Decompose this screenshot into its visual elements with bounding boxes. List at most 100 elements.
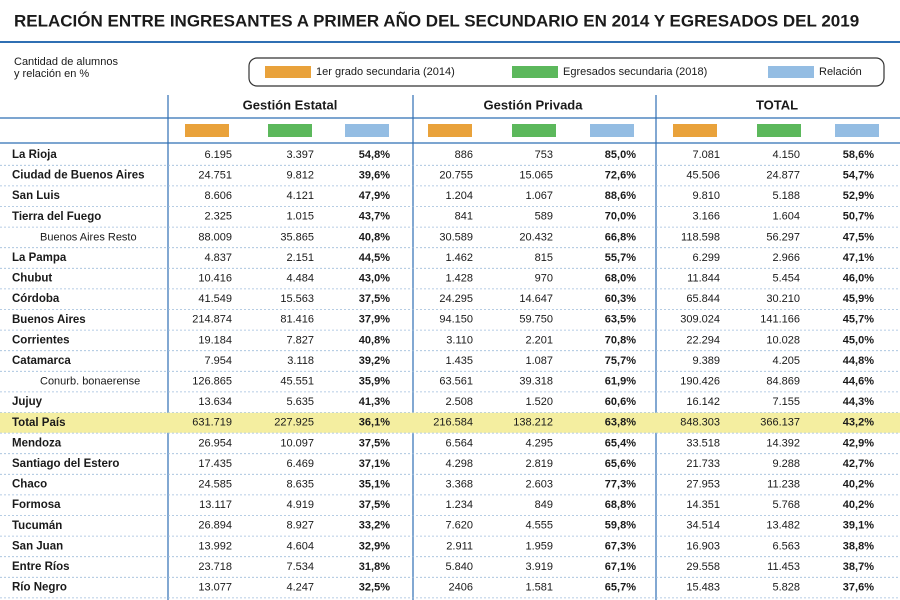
cell: 50,7% (843, 211, 874, 223)
cell: 37,5% (359, 499, 390, 511)
column-swatch (345, 124, 389, 137)
cell: 5.828 (772, 582, 800, 594)
legend-label: Egresados secundaria (2018) (563, 66, 707, 78)
cell: 7.620 (445, 520, 473, 532)
cell: 6.299 (692, 252, 720, 264)
cell: 81.416 (280, 314, 314, 326)
cell: 589 (535, 211, 553, 223)
cell: 15.483 (686, 582, 720, 594)
cell: 7.155 (772, 396, 800, 408)
cell: 1.087 (525, 355, 553, 367)
row-label: Catamarca (12, 355, 71, 367)
legend-swatch (768, 66, 814, 78)
cell: 13.992 (198, 540, 232, 552)
cell: 8.606 (204, 190, 232, 202)
cell: 37,6% (843, 582, 874, 594)
cell: 13.482 (766, 520, 800, 532)
cell: 37,9% (359, 314, 390, 326)
cell: 753 (535, 149, 553, 161)
cell: 849 (535, 499, 553, 511)
cell: 4.150 (772, 149, 800, 161)
cell: 63.561 (439, 376, 473, 388)
cell: 40,8% (359, 231, 390, 243)
cell: 27.953 (686, 479, 720, 491)
row-label: Chaco (12, 479, 47, 491)
cell: 7.827 (286, 334, 314, 346)
row-label: Río Negro (12, 582, 67, 594)
cell: 26.954 (198, 437, 232, 449)
cell: 3.919 (525, 561, 553, 573)
cell: 24.877 (766, 170, 800, 182)
cell: 39,6% (359, 170, 390, 182)
cell: 65,7% (605, 582, 636, 594)
cell: 309.024 (680, 314, 720, 326)
cell: 886 (455, 149, 473, 161)
cell: 10.097 (280, 437, 314, 449)
cell: 85,0% (605, 149, 636, 161)
cell: 227.925 (274, 417, 314, 429)
cell: 4.484 (286, 273, 314, 285)
legend-label: Relación (819, 66, 862, 78)
cell: 33,2% (359, 520, 390, 532)
cell: 9.810 (692, 190, 720, 202)
cell: 2.151 (286, 252, 314, 264)
cell: 2.911 (446, 540, 473, 552)
cell: 42,7% (843, 458, 874, 470)
cell: 1.435 (445, 355, 473, 367)
cell: 43,0% (359, 273, 390, 285)
cell: 88,6% (605, 190, 636, 202)
cell: 2.966 (772, 252, 800, 264)
cell: 63,5% (605, 314, 636, 326)
column-swatch (185, 124, 229, 137)
subtitle: y relación en % (14, 68, 89, 80)
cell: 46,0% (843, 273, 874, 285)
cell: 77,3% (605, 479, 636, 491)
row-highlight (0, 412, 900, 433)
row-label: Jujuy (12, 396, 43, 408)
cell: 3.118 (287, 355, 314, 367)
cell: 35,1% (359, 479, 390, 491)
cell: 1.959 (525, 540, 553, 552)
row-label: Conurb. bonaerense (40, 376, 140, 388)
row-label: Tucumán (12, 520, 62, 532)
cell: 29.558 (686, 561, 720, 573)
cell: 3.110 (446, 334, 473, 346)
cell: 54,7% (843, 170, 874, 182)
row-label: Formosa (12, 499, 61, 511)
cell: 20.432 (519, 231, 553, 243)
cell: 3.397 (286, 149, 314, 161)
row-label: Buenos Aires (12, 314, 86, 326)
cell: 68,0% (605, 273, 636, 285)
cell: 126.865 (192, 376, 232, 388)
cell: 33.518 (686, 437, 720, 449)
cell: 6.195 (204, 149, 232, 161)
cell: 20.755 (439, 170, 473, 182)
subtitle: Cantidad de alumnos (14, 56, 118, 68)
cell: 2.325 (204, 211, 232, 223)
cell: 35,9% (359, 376, 390, 388)
table: Gestión Estatal Gestión Privada TOTAL La Ri… (0, 97, 900, 599)
cell: 23.718 (198, 561, 232, 573)
cell: 10.028 (766, 334, 800, 346)
cell: 45,0% (843, 334, 874, 346)
cell: 40,2% (843, 499, 874, 511)
row-label: San Luis (12, 190, 60, 202)
cell: 66,8% (605, 231, 636, 243)
cell: 4.121 (286, 190, 314, 202)
cell: 2.201 (525, 334, 553, 346)
cell: 5.454 (772, 273, 800, 285)
cell: 68,8% (605, 499, 636, 511)
cell: 45,7% (843, 314, 874, 326)
cell: 1.462 (445, 252, 473, 264)
cell: 59.750 (519, 314, 553, 326)
cell: 4.837 (204, 252, 232, 264)
cell: 1.234 (445, 499, 473, 511)
row-label: La Rioja (12, 149, 57, 161)
cell: 41,3% (359, 396, 390, 408)
cell: 11.453 (767, 561, 800, 573)
cell: 63,8% (605, 417, 636, 429)
cell: 43,7% (359, 211, 390, 223)
cell: 59,8% (605, 520, 636, 532)
cell: 58,6% (843, 149, 874, 161)
